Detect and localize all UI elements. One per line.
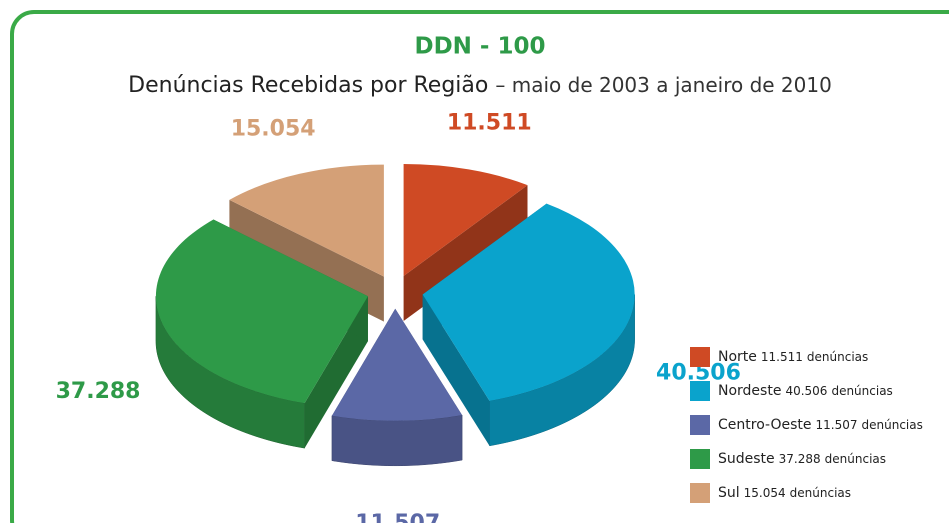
data-label: 15.054 [231,117,316,142]
legend-suffix: denúncias [825,452,886,466]
legend-label: Sul 15.054 denúncias [718,485,851,501]
slice-top [155,219,368,404]
slice [331,308,463,467]
slice [422,203,635,447]
legend-swatch [690,415,710,435]
slice-top [331,308,463,421]
legend-category: Centro-Oeste [718,417,812,433]
legend-value: 40.506 [785,384,827,398]
slice-wall [331,414,463,467]
legend-value: 37.288 [779,452,821,466]
legend-suffix: denúncias [862,418,923,432]
subtitle-main: Denúncias Recebidas por Região [128,73,488,98]
legend-label: Nordeste 40.506 denúncias [718,383,893,399]
legend-suffix: denúncias [831,384,892,398]
slice-top [422,203,635,401]
legend-category: Sudeste [718,451,775,467]
slice-top [229,164,384,277]
subtitle-period: – maio de 2003 a janeiro de 2010 [495,73,831,97]
data-label: 37.288 [56,379,141,404]
chart-title: DDN - 100 [414,34,545,60]
legend-category: Nordeste [718,383,781,399]
legend-swatch [690,347,710,367]
legend-swatch [690,381,710,401]
slice-side [422,294,490,446]
chart-subtitle: Denúncias Recebidas por Região – maio de… [128,73,832,99]
slice [155,219,368,449]
legend-swatch [690,483,710,503]
legend-value: 15.054 [744,486,786,500]
slice-side [304,296,368,449]
data-label: 11.507 [355,511,440,523]
legend-value: 11.511 [761,350,803,364]
legend-swatch [690,449,710,469]
legend-label: Norte 11.511 denúncias [718,349,868,365]
legend-label: Centro-Oeste 11.507 denúncias [718,417,923,433]
data-label: 11.511 [447,111,532,136]
legend-value: 11.507 [816,418,858,432]
slice-top [403,164,528,277]
legend-suffix: denúncias [807,350,868,364]
legend-category: Sul [718,485,740,501]
legend-suffix: denúncias [790,486,851,500]
legend-label: Sudeste 37.288 denúncias [718,451,886,467]
legend-category: Norte [718,349,757,365]
